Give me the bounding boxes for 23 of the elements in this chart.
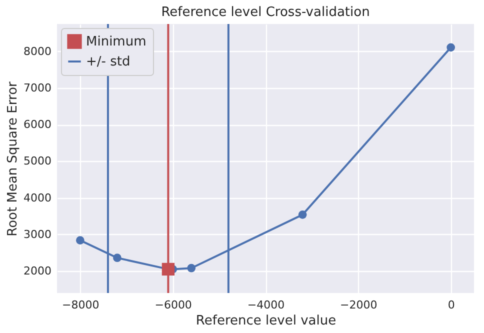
y-tick-label: 5000: [24, 154, 52, 168]
point: [298, 210, 307, 219]
y-tick-label: 6000: [24, 118, 52, 132]
x-tick-label: 0: [448, 298, 455, 312]
legend-label: Minimum: [86, 34, 146, 50]
y-axis-title: Root Mean Square Error: [6, 80, 21, 236]
y-tick-label: 8000: [24, 44, 52, 58]
point: [113, 254, 122, 262]
x-axis-title: Reference level value: [196, 314, 336, 328]
point: [187, 264, 196, 272]
ref-line-label: +/- std: [86, 54, 130, 70]
y-tick-label: 3000: [24, 228, 52, 241]
y-tick-label: 2000: [24, 264, 52, 278]
chart-title: Reference level Cross-validation: [161, 5, 370, 20]
x-tick-label: −8000: [62, 298, 100, 312]
y-tick-label: 7000: [24, 82, 52, 95]
point: [162, 262, 175, 276]
x-tick-label: −2000: [340, 298, 378, 312]
point: [76, 236, 84, 244]
y-tick-label: 4000: [24, 191, 52, 204]
x-tick-label: −6000: [154, 298, 192, 312]
point: [446, 43, 456, 52]
x-tick-label: −4000: [247, 298, 285, 312]
